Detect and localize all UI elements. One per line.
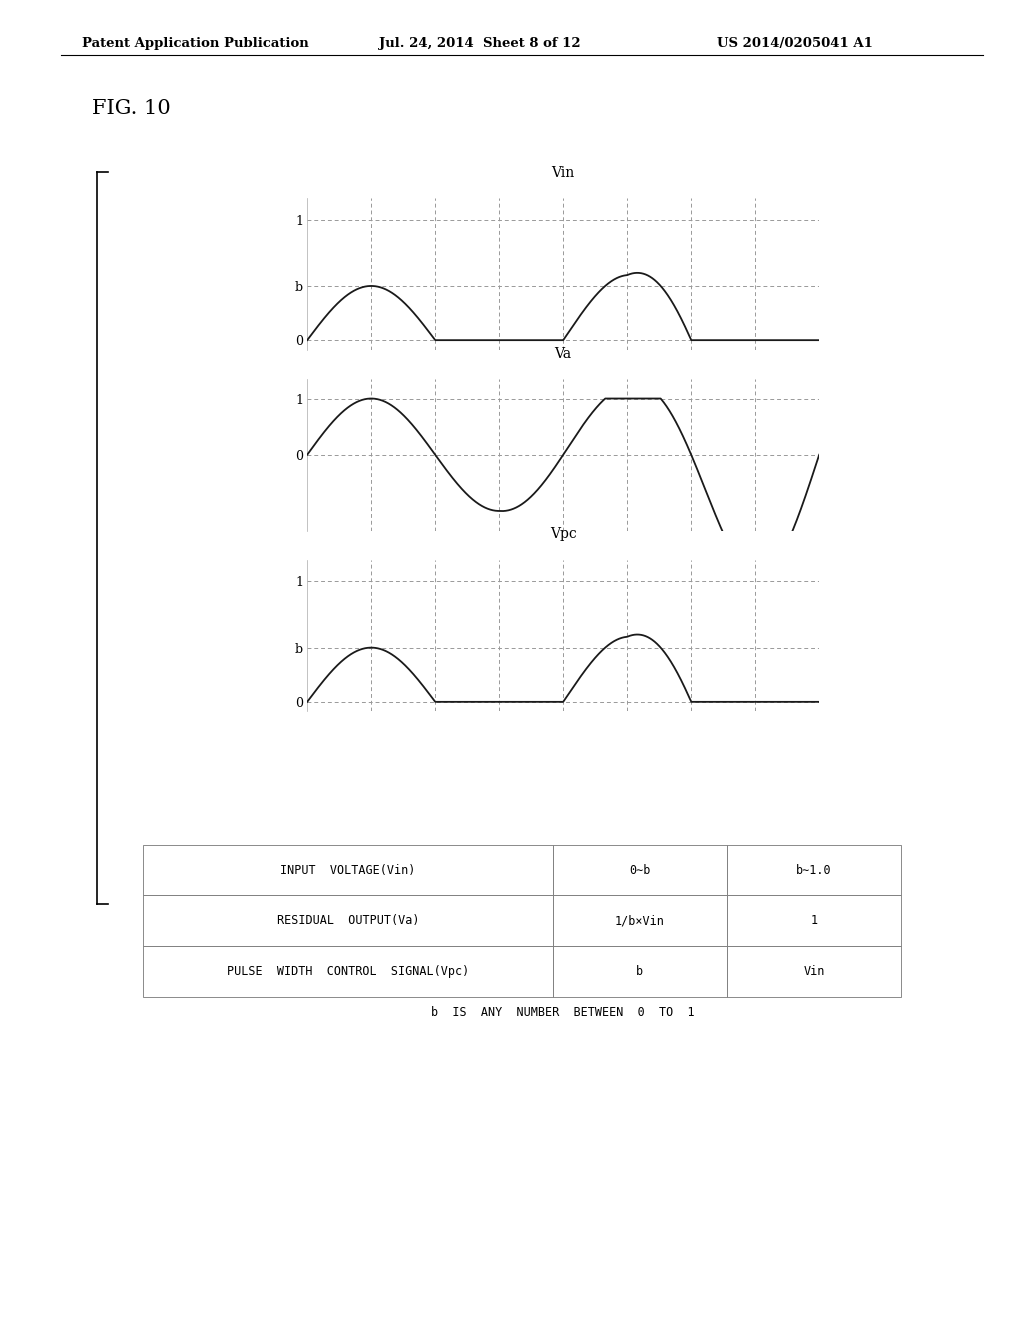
Text: US 2014/0205041 A1: US 2014/0205041 A1 <box>717 37 872 50</box>
Text: FIG. 10: FIG. 10 <box>92 99 171 117</box>
Text: Jul. 24, 2014  Sheet 8 of 12: Jul. 24, 2014 Sheet 8 of 12 <box>379 37 581 50</box>
Text: Vin: Vin <box>552 166 574 180</box>
Text: Vpc: Vpc <box>550 528 577 541</box>
Text: Va: Va <box>555 347 571 360</box>
Text: b  IS  ANY  NUMBER  BETWEEN  0  TO  1: b IS ANY NUMBER BETWEEN 0 TO 1 <box>431 1006 695 1019</box>
Text: Patent Application Publication: Patent Application Publication <box>82 37 308 50</box>
